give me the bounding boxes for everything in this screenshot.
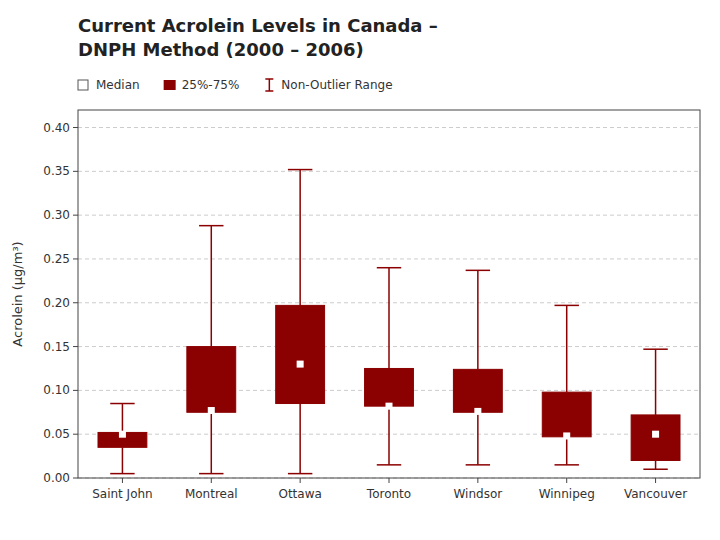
lower-cap xyxy=(554,464,578,466)
lower-whisker xyxy=(211,412,213,473)
box xyxy=(631,415,680,461)
x-tick xyxy=(389,478,390,483)
upper-whisker xyxy=(655,349,657,415)
lower-cap xyxy=(643,468,667,470)
lower-cap xyxy=(466,464,490,466)
x-tick-label: Saint John xyxy=(92,487,153,501)
x-tick xyxy=(122,478,123,483)
x-tick xyxy=(566,478,567,483)
y-tick-label: 0.40 xyxy=(43,121,70,135)
median xyxy=(652,431,659,438)
legend-swatch xyxy=(164,80,176,90)
legend-label: Median xyxy=(96,78,140,92)
y-tick-label: 0.25 xyxy=(43,252,70,266)
median xyxy=(474,408,481,415)
upper-whisker xyxy=(122,404,124,433)
y-tick-label: 0.05 xyxy=(43,427,70,441)
lower-cap xyxy=(110,473,134,475)
y-tick xyxy=(73,127,78,128)
x-tick-label: Toronto xyxy=(366,487,411,501)
box xyxy=(542,392,591,437)
lower-whisker xyxy=(655,460,657,469)
x-tick xyxy=(655,478,656,483)
y-tick-label: 0.35 xyxy=(43,164,70,178)
lower-cap xyxy=(377,464,401,466)
y-tick xyxy=(73,258,78,259)
y-tick xyxy=(73,171,78,172)
x-tick-label: Windsor xyxy=(454,487,503,501)
upper-cap xyxy=(110,403,134,405)
box xyxy=(187,347,236,413)
x-tick xyxy=(477,478,478,483)
legend-swatch xyxy=(78,80,88,90)
box xyxy=(365,368,414,406)
plot-frame xyxy=(78,110,700,478)
legend-label: 25%-75% xyxy=(182,78,240,92)
grid-line xyxy=(78,171,700,172)
lower-whisker xyxy=(299,404,301,474)
median xyxy=(563,432,570,439)
grid-line xyxy=(78,215,700,216)
y-tick-label: 0.20 xyxy=(43,296,70,310)
y-tick xyxy=(73,302,78,303)
upper-whisker xyxy=(211,226,213,347)
lower-whisker xyxy=(477,412,479,465)
upper-cap xyxy=(554,305,578,307)
y-axis: 0.00 0.05 0.10 0.15 0.20 0.25 0.30 0.35 0.40 xyxy=(43,121,700,485)
y-tick xyxy=(73,346,78,347)
legend: Median 25%-75% Non-Outlier Range xyxy=(78,78,393,92)
y-tick-label: 0.15 xyxy=(43,340,70,354)
upper-whisker xyxy=(388,268,390,369)
marks xyxy=(98,170,680,474)
legend-swatch xyxy=(265,78,273,80)
x-tick xyxy=(300,478,301,483)
upper-whisker xyxy=(477,270,479,369)
y-tick xyxy=(73,434,78,435)
x-tick-label: Winnipeg xyxy=(539,487,595,501)
y-tick xyxy=(73,478,78,479)
grid-line xyxy=(78,127,700,128)
y-tick xyxy=(73,390,78,391)
y-tick-label: 0.30 xyxy=(43,208,70,222)
y-tick-label: 0.00 xyxy=(43,471,70,485)
y-tick-label: 0.10 xyxy=(43,383,70,397)
subtitle: DNPH Method (2000 – 2006) xyxy=(78,39,364,60)
lower-whisker xyxy=(566,437,568,465)
upper-cap xyxy=(288,169,312,171)
lower-cap xyxy=(199,473,223,475)
chart: Current Acrolein Levels in Canada – DNPH … xyxy=(0,0,720,540)
median xyxy=(208,407,215,414)
upper-whisker xyxy=(566,305,568,392)
box xyxy=(276,305,325,403)
legend-swatch xyxy=(265,90,273,92)
x-tick xyxy=(211,478,212,483)
legend-label: Non-Outlier Range xyxy=(281,78,392,92)
x-tick-label: Vancouver xyxy=(624,487,687,501)
legend-swatch xyxy=(269,79,271,91)
x-axis: Saint John Montreal Ottawa Toronto Windsor Wi… xyxy=(92,478,687,501)
upper-cap xyxy=(377,267,401,269)
upper-whisker xyxy=(299,170,301,306)
upper-cap xyxy=(643,348,667,350)
box xyxy=(453,369,502,412)
grid-line xyxy=(78,258,700,259)
median xyxy=(386,403,393,410)
median xyxy=(119,431,126,438)
x-tick-label: Montreal xyxy=(185,487,238,501)
upper-cap xyxy=(466,270,490,272)
lower-whisker xyxy=(388,406,390,465)
y-axis-label: Acrolein (μg/m³) xyxy=(10,241,25,346)
y-tick xyxy=(73,215,78,216)
lower-whisker xyxy=(122,447,124,473)
title: Current Acrolein Levels in Canada – xyxy=(78,15,438,36)
median xyxy=(297,361,304,368)
x-tick-label: Ottawa xyxy=(278,487,321,501)
upper-cap xyxy=(199,225,223,227)
lower-cap xyxy=(288,473,312,475)
